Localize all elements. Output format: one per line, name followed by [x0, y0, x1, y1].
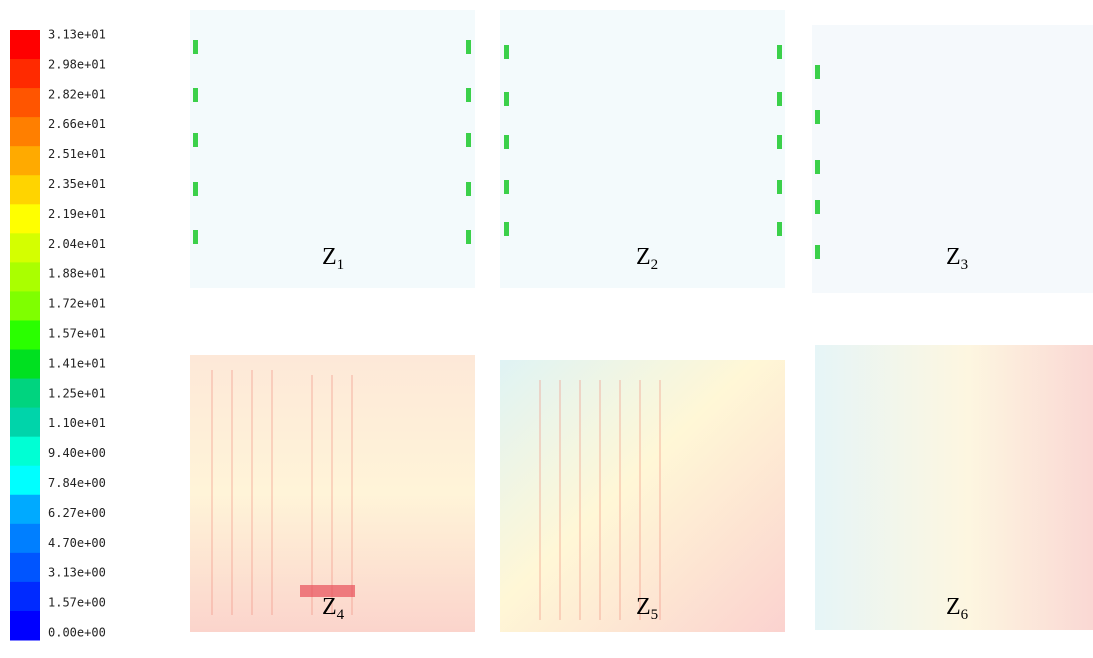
legend-label: 1.88e+01	[48, 267, 106, 281]
legend-swatch	[10, 523, 40, 554]
panel-label: Z4	[322, 594, 345, 623]
legend-label: 3.13e+01	[48, 28, 106, 42]
panel-letter: Z	[636, 594, 651, 620]
panel-bg	[500, 360, 785, 632]
legend-label: 2.35e+01	[48, 177, 106, 191]
panel-subscript: 4	[337, 607, 345, 623]
legend-swatch	[10, 552, 40, 583]
vector-lines	[211, 370, 661, 620]
legend-swatch	[10, 233, 40, 263]
legend-label: 1.25e+01	[48, 386, 106, 400]
legend-label: 0.00e+00	[48, 626, 106, 640]
legend-label: 1.57e+00	[48, 596, 106, 610]
legend-swatch	[10, 320, 40, 351]
legend-swatch	[10, 349, 40, 380]
legend-swatch	[10, 610, 40, 641]
panel-subscript: 1	[337, 257, 345, 273]
panel-label: Z6	[946, 594, 969, 623]
legend-label: 9.40e+00	[48, 446, 106, 460]
panel-bg	[190, 10, 475, 288]
panel-subscript: 2	[651, 257, 659, 273]
legend-swatch	[10, 581, 40, 612]
legend-label: 1.72e+01	[48, 297, 106, 311]
panel-letter: Z	[636, 244, 651, 270]
legend-label: 6.27e+00	[48, 506, 106, 520]
panel-bg	[815, 345, 1093, 630]
panel-subscript: 6	[961, 607, 969, 623]
legend-label: 2.19e+01	[48, 207, 106, 221]
panel-label: Z5	[636, 594, 658, 623]
legend-swatch	[10, 175, 40, 205]
legend-swatch	[10, 407, 40, 438]
legend-label: 1.10e+01	[48, 416, 106, 430]
panel-letter: Z	[946, 594, 961, 620]
hot-spot	[300, 585, 355, 597]
legend-label: 1.57e+01	[48, 327, 106, 341]
panel-bg	[500, 10, 785, 288]
legend-swatch	[10, 378, 40, 409]
legend-label: 2.04e+01	[48, 237, 106, 251]
legend-label: 2.98e+01	[48, 57, 106, 71]
panel-label: Z3	[946, 244, 968, 273]
legend-label: 2.51e+01	[48, 147, 106, 161]
panel-subscript: 3	[961, 257, 969, 273]
legend-swatch	[10, 204, 40, 234]
panel-backgrounds	[190, 10, 1093, 632]
legend-swatch	[10, 262, 40, 292]
panel-bg	[812, 25, 1093, 293]
legend-label: 4.70e+00	[48, 536, 106, 550]
panel-label: Z2	[636, 244, 658, 273]
legend-label: 2.82e+01	[48, 87, 106, 101]
legend-swatch	[10, 436, 40, 467]
legend-swatch	[10, 146, 40, 176]
legend-swatch	[10, 59, 40, 89]
legend-label: 2.66e+01	[48, 117, 106, 131]
legend-label: 7.84e+00	[48, 476, 106, 490]
legend-swatch	[10, 465, 40, 496]
legend-swatch	[10, 30, 40, 60]
legend: 3.13e+01 2.98e+01 2.82e+01 2.66e+01 2.51e+01…	[10, 28, 106, 641]
panel-letter: Z	[322, 594, 337, 620]
panel-subscript: 5	[651, 607, 659, 623]
legend-label: 1.41e+01	[48, 356, 106, 370]
edge-marks	[193, 40, 820, 259]
panel-letter: Z	[322, 244, 337, 270]
legend-swatch	[10, 494, 40, 525]
legend-label: 3.13e+00	[48, 566, 106, 580]
legend-swatch	[10, 291, 40, 321]
legend-swatch	[10, 88, 40, 118]
panel-letter: Z	[946, 244, 961, 270]
panel-label: Z1	[322, 244, 344, 273]
legend-swatch	[10, 117, 40, 147]
